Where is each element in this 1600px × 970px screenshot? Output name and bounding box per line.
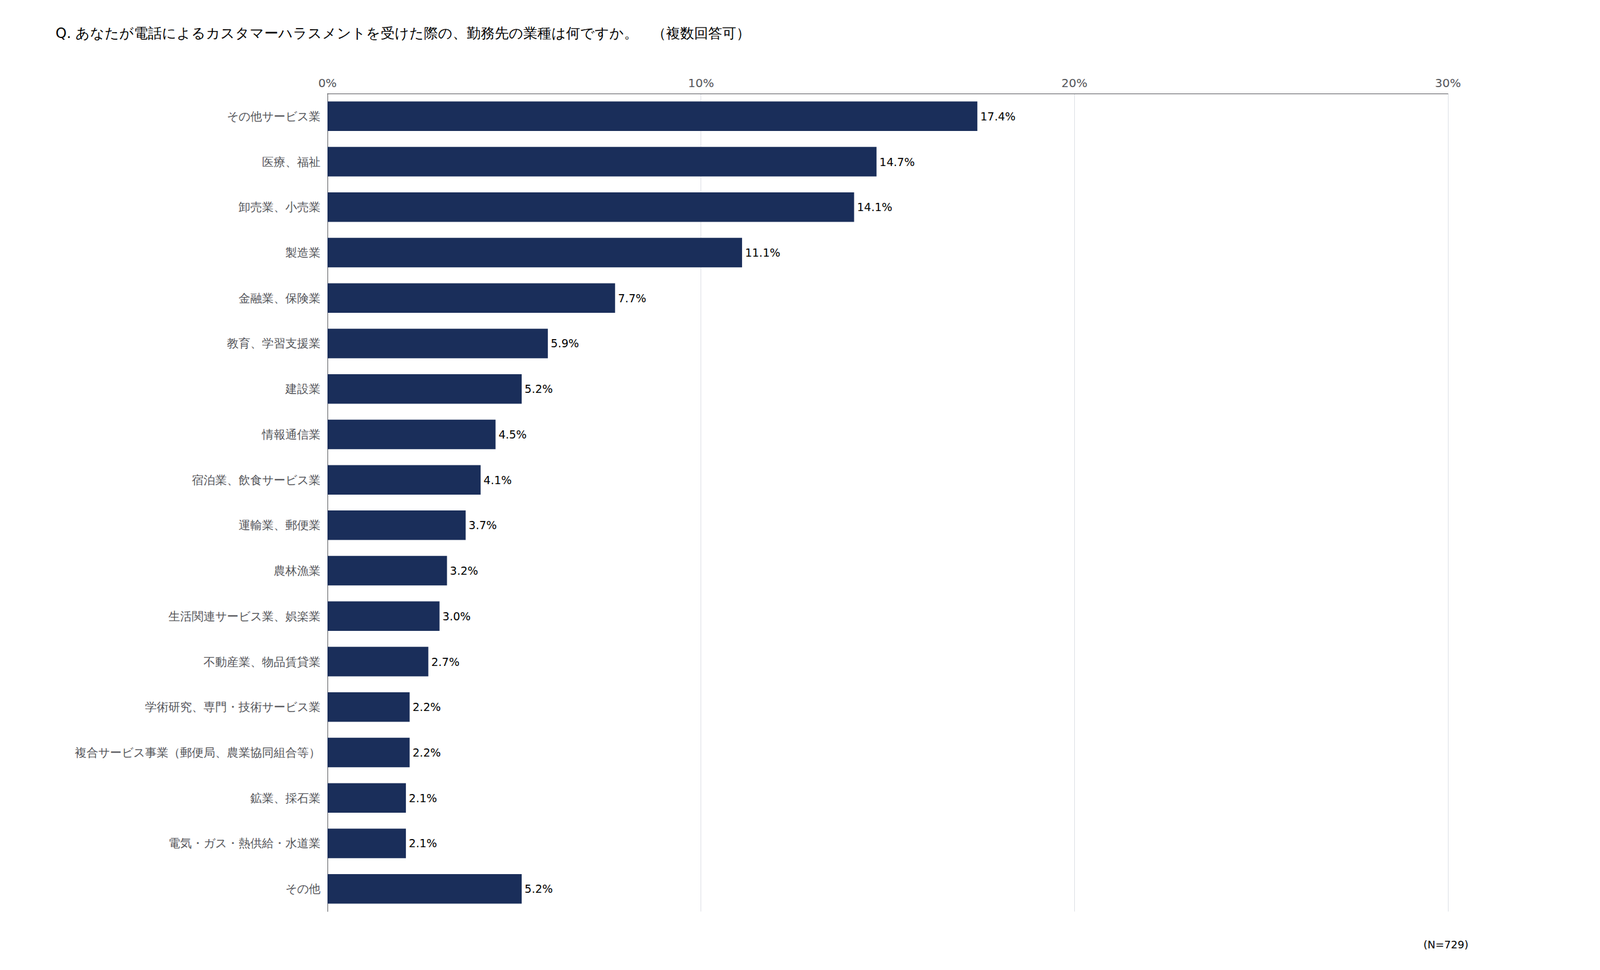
svg-text:建設業: 建設業	[284, 381, 321, 396]
svg-text:その他サービス業: その他サービス業	[226, 109, 321, 124]
svg-text:複合サービス事業（郵便局、農業協同組合等）: 複合サービス事業（郵便局、農業協同組合等）	[74, 745, 321, 760]
svg-text:5.2%: 5.2%	[524, 382, 553, 396]
svg-text:金融業、保険業: 金融業、保険業	[238, 291, 321, 306]
svg-text:農林漁業: 農林漁業	[273, 563, 321, 578]
svg-text:4.1%: 4.1%	[483, 473, 512, 487]
svg-text:5.2%: 5.2%	[524, 882, 553, 896]
svg-text:0%: 0%	[318, 76, 337, 91]
svg-text:7.7%: 7.7%	[618, 291, 647, 305]
svg-text:不動産業、物品賃貸業: 不動産業、物品賃貸業	[203, 654, 321, 670]
svg-text:学術研究、専門・技術サービス業: 学術研究、専門・技術サービス業	[145, 700, 321, 715]
svg-text:情報通信業: 情報通信業	[261, 427, 321, 442]
svg-text:17.4%: 17.4%	[980, 109, 1016, 123]
svg-text:3.0%: 3.0%	[442, 609, 471, 623]
svg-text:11.1%: 11.1%	[745, 246, 781, 260]
svg-text:製造業: 製造業	[285, 245, 321, 260]
svg-text:2.2%: 2.2%	[412, 700, 441, 714]
svg-text:宿泊業、飲食サービス業: 宿泊業、飲食サービス業	[191, 473, 321, 488]
svg-text:14.7%: 14.7%	[879, 155, 915, 169]
svg-text:電気・ガス・熱供給・水道業: 電気・ガス・熱供給・水道業	[168, 836, 321, 851]
svg-text:5.9%: 5.9%	[550, 336, 579, 350]
svg-text:20%: 20%	[1061, 76, 1088, 91]
svg-text:2.2%: 2.2%	[412, 746, 441, 760]
svg-text:2.1%: 2.1%	[408, 836, 437, 850]
svg-text:生活関連サービス業、娯楽業: 生活関連サービス業、娯楽業	[168, 609, 321, 624]
svg-text:運輸業、郵便業: 運輸業、郵便業	[238, 518, 321, 533]
svg-text:Q. あなたが電話によるカスタマーハラスメントを受けた際の、: Q. あなたが電話によるカスタマーハラスメントを受けた際の、勤務先の業種は何です…	[55, 25, 751, 42]
svg-text:3.7%: 3.7%	[468, 518, 497, 532]
svg-text:卸売業、小売業: 卸売業、小売業	[238, 200, 321, 215]
svg-text:医療、福祉: 医療、福祉	[261, 154, 321, 170]
svg-text:鉱業、採石業: 鉱業、採石業	[250, 791, 321, 806]
svg-text:3.2%: 3.2%	[449, 564, 478, 578]
svg-text:4.5%: 4.5%	[498, 428, 527, 441]
svg-text:30%: 30%	[1435, 76, 1461, 91]
svg-text:(N=729): (N=729)	[1423, 938, 1469, 951]
svg-text:その他: その他	[285, 881, 321, 896]
svg-text:10%: 10%	[687, 76, 714, 91]
svg-text:2.7%: 2.7%	[430, 655, 460, 669]
svg-text:2.1%: 2.1%	[408, 791, 437, 805]
svg-text:教育、学習支援業: 教育、学習支援業	[226, 336, 321, 351]
svg-text:14.1%: 14.1%	[857, 200, 893, 214]
